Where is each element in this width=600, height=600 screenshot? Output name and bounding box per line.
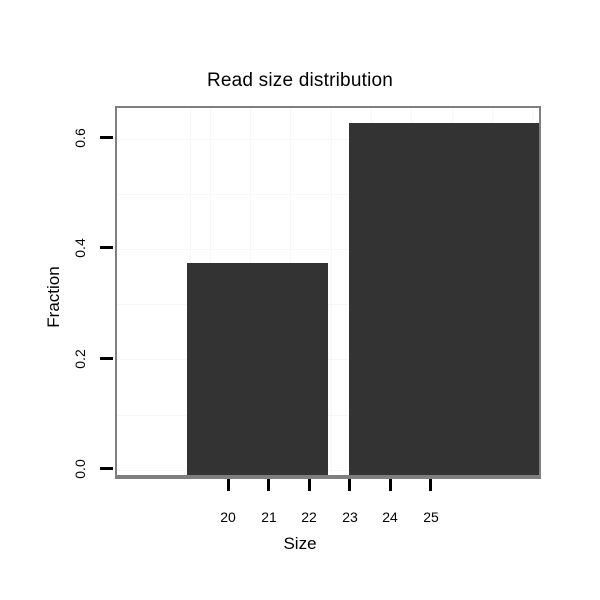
gridline-horizontal bbox=[117, 249, 539, 250]
x-tick-mark-21 bbox=[267, 479, 270, 491]
x-tick-mark-20 bbox=[227, 479, 230, 491]
bar-2[interactable] bbox=[349, 122, 539, 475]
x-tick-mark-24 bbox=[389, 479, 392, 491]
x-tick-mark-25 bbox=[429, 479, 432, 491]
x-axis-line bbox=[115, 477, 541, 479]
x-tick-label-20: 20 bbox=[220, 509, 236, 525]
y-tick-label-1: 0.2 bbox=[72, 349, 88, 369]
y-tick-mark-0 bbox=[100, 467, 113, 470]
x-tick-label-25: 25 bbox=[423, 509, 439, 525]
gridline-vertical bbox=[331, 108, 332, 475]
y-tick-mark-2 bbox=[100, 246, 113, 249]
chart-title: Read size distribution bbox=[206, 70, 394, 91]
x-tick-label-23: 23 bbox=[342, 509, 358, 525]
y-tick-label-0: 0.0 bbox=[72, 459, 88, 479]
x-axis-label: Size bbox=[283, 534, 317, 553]
y-tick-mark-3 bbox=[100, 136, 113, 139]
x-tick-mark-22 bbox=[308, 479, 311, 491]
y-tick-label-2: 0.4 bbox=[72, 238, 88, 258]
x-tick-mark-23 bbox=[348, 479, 351, 491]
gridline-horizontal bbox=[117, 194, 539, 195]
bar-1[interactable] bbox=[187, 263, 328, 475]
x-tick-label-24: 24 bbox=[382, 509, 398, 525]
x-tick-label-22: 22 bbox=[301, 509, 317, 525]
y-tick-mark-1 bbox=[100, 357, 113, 360]
gridline-horizontal bbox=[117, 304, 539, 305]
gridline-horizontal bbox=[117, 359, 539, 360]
y-tick-label-3: 0.6 bbox=[72, 128, 88, 148]
gridline-horizontal bbox=[117, 470, 539, 471]
gridline-horizontal bbox=[117, 139, 539, 140]
y-axis-label: Fraction bbox=[44, 266, 63, 328]
gridline-horizontal bbox=[117, 415, 539, 416]
x-tick-label-21: 21 bbox=[261, 509, 277, 525]
plot-area bbox=[115, 106, 541, 477]
